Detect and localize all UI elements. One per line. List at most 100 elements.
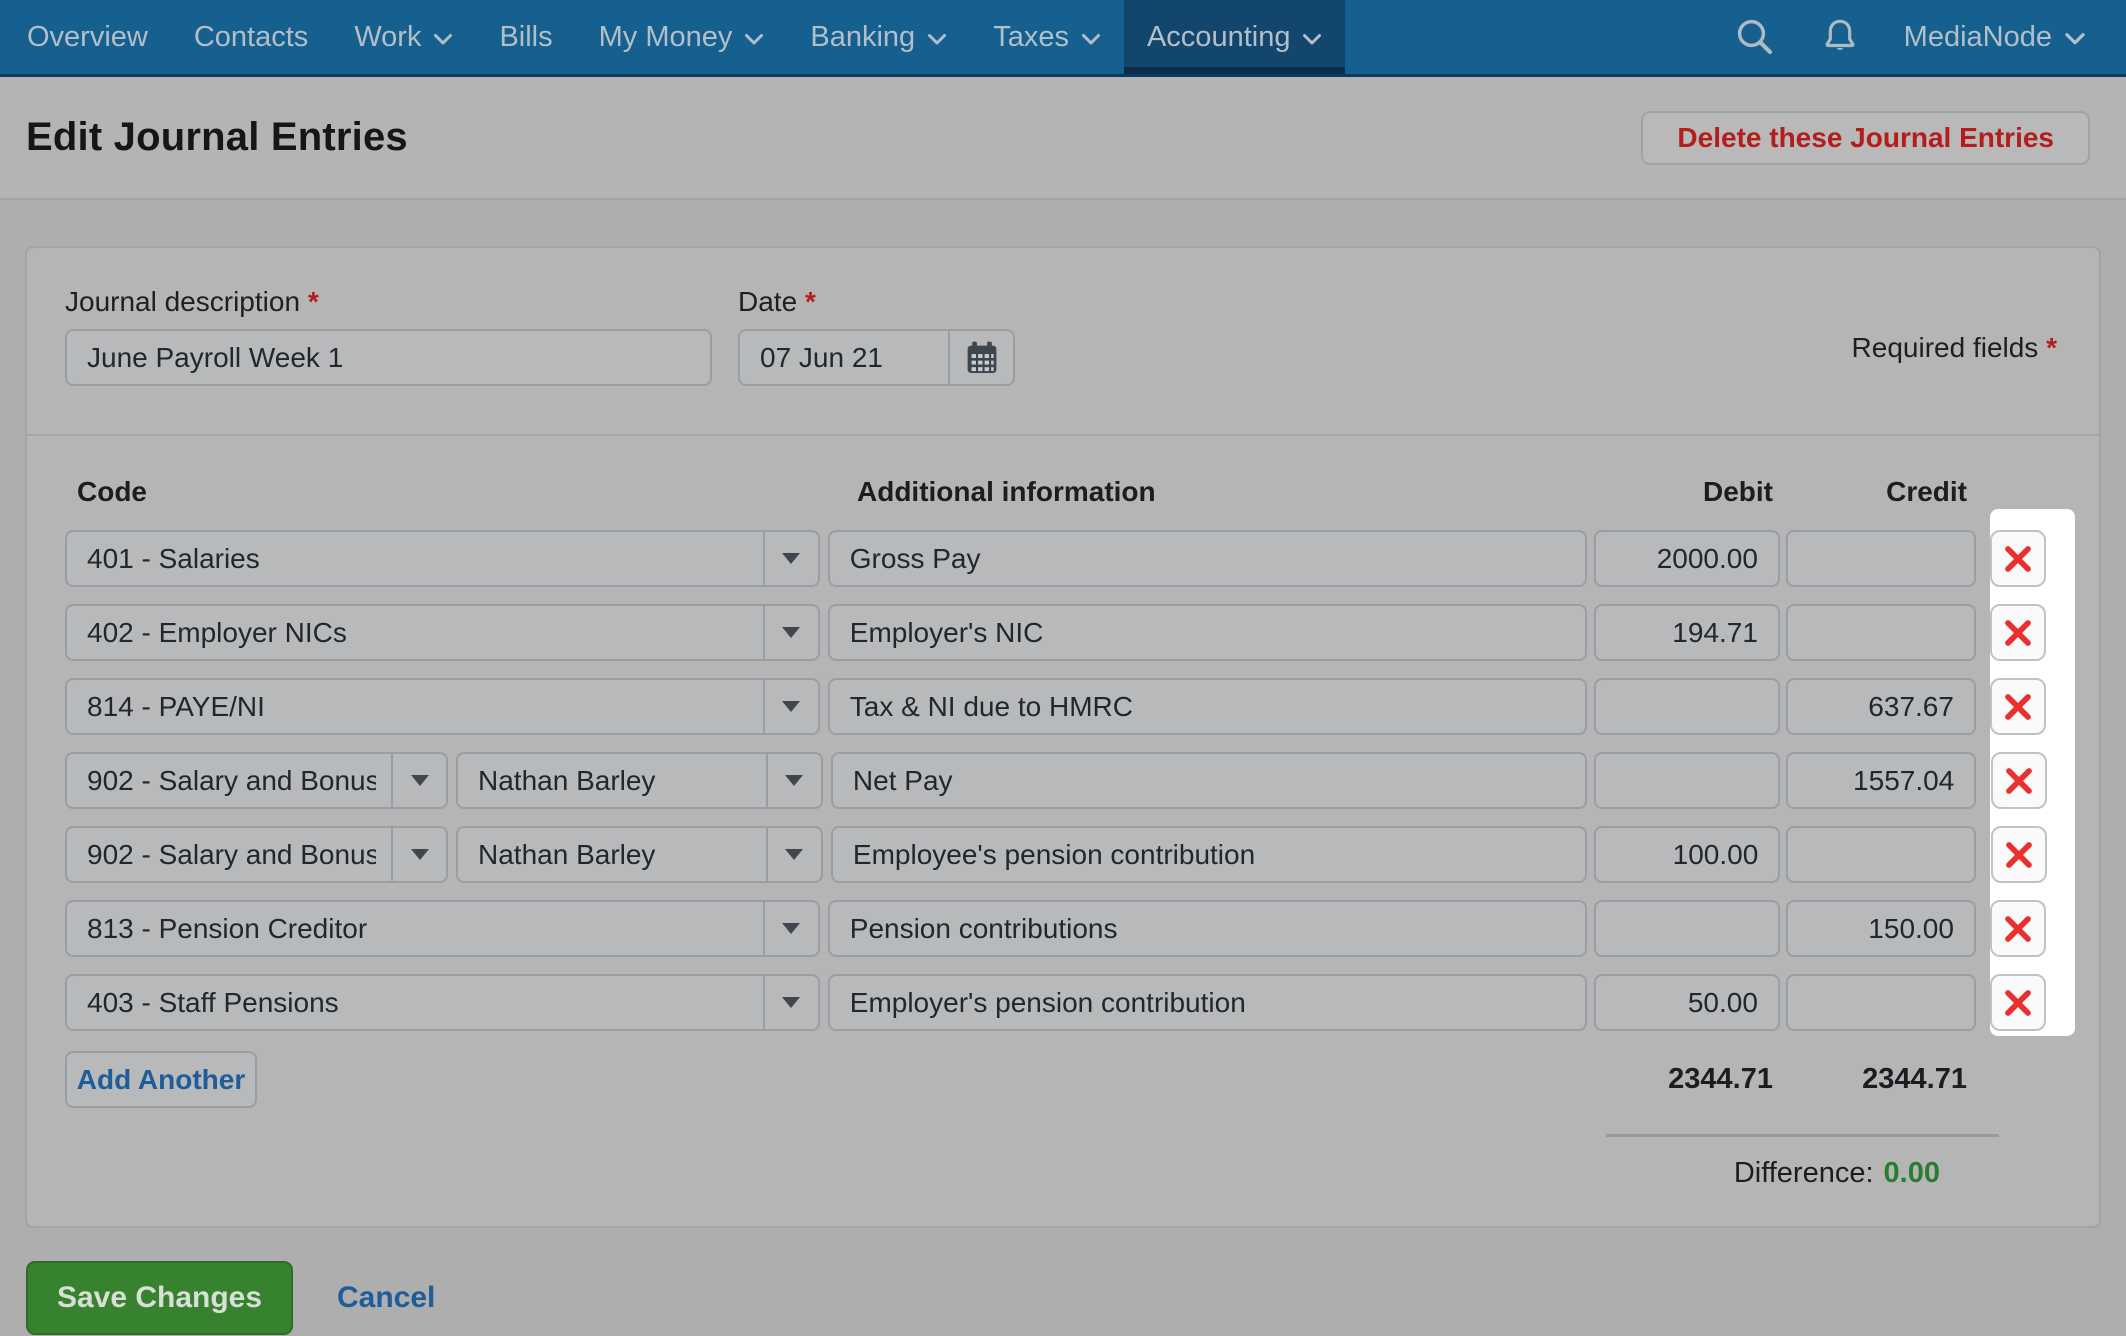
chevron-down-icon	[433, 21, 453, 54]
delete-cell	[1976, 752, 2061, 809]
journal-meta-section: Journal description * Date *	[27, 248, 2099, 434]
save-changes-button[interactable]: Save Changes	[26, 1261, 293, 1335]
credit-input[interactable]	[1785, 678, 1976, 735]
additional-info-input[interactable]	[830, 826, 1588, 883]
debit-input[interactable]	[1593, 974, 1780, 1031]
nav-label: Overview	[27, 20, 148, 53]
journal-row: 902 - Salary and Bonuses Nathan Barley	[65, 752, 2061, 809]
nav-label: Contacts	[193, 20, 309, 53]
additional-info-input[interactable]	[827, 678, 1587, 735]
select-arrow-icon	[762, 902, 818, 955]
chevron-down-icon	[2064, 21, 2086, 54]
additional-info-input[interactable]	[827, 974, 1587, 1031]
nav-item-taxes[interactable]: Taxes	[970, 0, 1124, 74]
delete-row-button[interactable]	[1990, 752, 2047, 809]
nav-label: Bills	[499, 20, 553, 53]
delete-row-button[interactable]	[1990, 826, 2047, 883]
nav-item-contacts[interactable]: Contacts	[171, 0, 331, 74]
contact-select[interactable]: Nathan Barley	[456, 826, 823, 883]
journal-row: 403 - Staff Pensions	[65, 974, 2061, 1031]
code-select[interactable]: 402 - Employer NICs	[65, 604, 820, 661]
credit-input[interactable]	[1785, 974, 1976, 1031]
additional-info-input[interactable]	[827, 530, 1587, 587]
code-select[interactable]: 813 - Pension Creditor	[65, 900, 820, 957]
date-input[interactable]	[740, 331, 948, 384]
credit-total: 2344.71	[1862, 1063, 1967, 1095]
debit-input[interactable]	[1593, 604, 1780, 661]
contact-select[interactable]: Nathan Barley	[456, 752, 823, 809]
cancel-link[interactable]: Cancel	[337, 1281, 436, 1314]
debit-input[interactable]	[1594, 752, 1781, 809]
select-arrow-icon	[391, 828, 446, 881]
select-arrow-icon	[391, 754, 446, 807]
column-header-info: Additional information	[857, 476, 1156, 507]
column-header-debit: Debit	[1703, 476, 1773, 507]
delete-row-button[interactable]	[1990, 900, 2047, 957]
debit-input[interactable]	[1593, 678, 1780, 735]
nav-item-overview[interactable]: Overview	[4, 0, 171, 74]
debit-input[interactable]	[1594, 826, 1781, 883]
required-asterisk: *	[2046, 332, 2057, 363]
nav-label: Taxes	[993, 20, 1069, 53]
additional-info-input[interactable]	[830, 752, 1588, 809]
nav-item-bills[interactable]: Bills	[476, 0, 575, 74]
search-icon[interactable]	[1726, 16, 1784, 58]
required-asterisk: *	[804, 286, 816, 317]
debit-total: 2344.71	[1668, 1063, 1773, 1095]
date-label: Date *	[738, 286, 816, 317]
delete-row-button[interactable]	[1990, 974, 2047, 1031]
credit-input[interactable]	[1786, 752, 1977, 809]
delete-cell	[1976, 974, 2061, 1031]
delete-row-button[interactable]	[1990, 604, 2047, 661]
additional-info-input[interactable]	[827, 604, 1587, 661]
bell-icon[interactable]	[1812, 16, 1868, 58]
required-asterisk: *	[307, 286, 319, 317]
table-header-row: Code Additional information Debit Credit	[65, 476, 2061, 508]
date-group: Date *	[738, 286, 1015, 386]
additional-info-input[interactable]	[827, 900, 1587, 957]
journal-row: 902 - Salary and Bonuses Nathan Barley	[65, 826, 2061, 883]
delete-journal-entries-button[interactable]: Delete these Journal Entries	[1641, 110, 2090, 165]
journal-form-panel: Journal description * Date *	[25, 246, 2101, 1228]
nav-label: My Money	[598, 20, 733, 53]
code-select[interactable]: 814 - PAYE/NI	[65, 678, 820, 735]
journal-description-input[interactable]	[65, 329, 712, 386]
delete-row-button[interactable]	[1990, 678, 2047, 735]
credit-input[interactable]	[1785, 604, 1976, 661]
select-arrow-icon	[765, 754, 821, 807]
nav-label: Work	[354, 20, 422, 53]
delete-cell	[1976, 900, 2061, 957]
nav-item-work[interactable]: Work	[331, 0, 476, 74]
delete-cell	[1976, 604, 2061, 661]
code-select[interactable]: 902 - Salary and Bonuses	[65, 826, 448, 883]
debit-input[interactable]	[1593, 530, 1780, 587]
code-select[interactable]: 902 - Salary and Bonuses	[65, 752, 448, 809]
journal-row: 402 - Employer NICs	[65, 604, 2061, 661]
select-arrow-icon	[762, 976, 818, 1029]
nav-item-banking[interactable]: Banking	[787, 0, 970, 74]
add-another-button[interactable]: Add Another	[65, 1051, 257, 1108]
credit-input[interactable]	[1786, 826, 1977, 883]
calendar-icon[interactable]	[948, 331, 1013, 384]
journal-row: 813 - Pension Creditor	[65, 900, 2061, 957]
chevron-down-icon	[927, 21, 947, 54]
code-select[interactable]: 403 - Staff Pensions	[65, 974, 820, 1031]
totals-spacer	[257, 1051, 1609, 1108]
delete-row-button[interactable]	[1990, 530, 2047, 587]
credit-input[interactable]	[1785, 530, 1976, 587]
code-select[interactable]: 401 - Salaries	[65, 530, 820, 587]
account-menu[interactable]: MediaNode	[1896, 21, 2086, 54]
debit-input[interactable]	[1593, 900, 1780, 957]
nav-item-my-money[interactable]: My Money	[576, 0, 788, 74]
x-icon	[2005, 915, 2032, 942]
x-icon	[2005, 545, 2032, 572]
select-arrow-icon	[762, 680, 818, 733]
date-field	[738, 329, 1015, 386]
nav-item-accounting[interactable]: Accounting	[1123, 0, 1346, 74]
delete-cell	[1976, 530, 2061, 587]
form-actions: Save Changes Cancel	[26, 1261, 2126, 1335]
x-icon	[2005, 767, 2032, 794]
credit-input[interactable]	[1785, 900, 1976, 957]
journal-description-group: Journal description *	[65, 286, 712, 386]
